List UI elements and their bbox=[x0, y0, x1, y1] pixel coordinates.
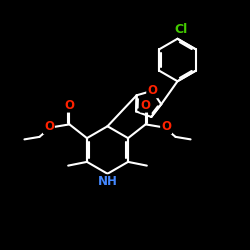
Text: O: O bbox=[147, 84, 157, 97]
Text: O: O bbox=[64, 99, 74, 112]
Text: NH: NH bbox=[98, 175, 117, 188]
Text: Cl: Cl bbox=[174, 23, 188, 36]
Text: O: O bbox=[44, 120, 54, 134]
Text: O: O bbox=[140, 99, 150, 112]
Text: O: O bbox=[161, 120, 171, 134]
